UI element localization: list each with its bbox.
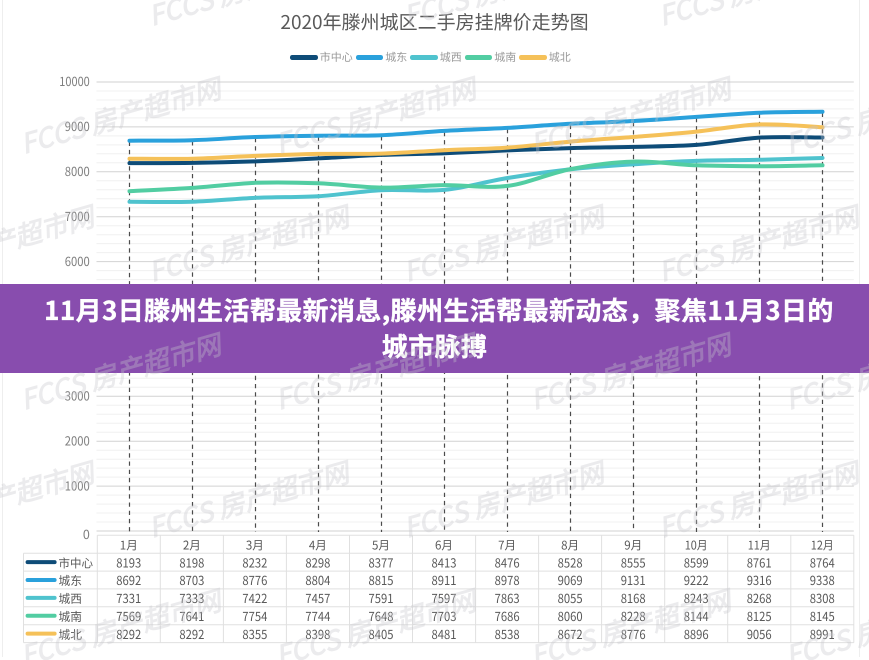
svg-text:7641: 7641 bbox=[179, 606, 204, 625]
svg-text:8232: 8232 bbox=[242, 552, 267, 571]
svg-text:12月: 12月 bbox=[811, 536, 834, 553]
svg-text:8月: 8月 bbox=[561, 536, 579, 553]
svg-text:1月: 1月 bbox=[120, 536, 138, 553]
svg-text:8481: 8481 bbox=[432, 624, 457, 643]
svg-text:3000: 3000 bbox=[65, 386, 90, 405]
svg-text:8776: 8776 bbox=[242, 570, 267, 589]
svg-text:8292: 8292 bbox=[179, 624, 204, 643]
svg-text:8978: 8978 bbox=[495, 570, 520, 589]
svg-text:2000: 2000 bbox=[65, 430, 90, 449]
svg-text:8292: 8292 bbox=[116, 624, 141, 643]
svg-text:6月: 6月 bbox=[435, 536, 453, 553]
svg-text:7703: 7703 bbox=[432, 606, 457, 625]
svg-text:8528: 8528 bbox=[558, 552, 583, 571]
svg-text:9222: 9222 bbox=[684, 570, 709, 589]
svg-text:10000: 10000 bbox=[59, 71, 90, 90]
svg-text:城北: 城北 bbox=[59, 626, 83, 643]
svg-text:7648: 7648 bbox=[369, 606, 394, 625]
svg-text:11月: 11月 bbox=[748, 536, 771, 553]
svg-text:8815: 8815 bbox=[369, 570, 394, 589]
svg-text:8991: 8991 bbox=[810, 624, 835, 643]
svg-text:8243: 8243 bbox=[684, 588, 709, 607]
svg-text:2月: 2月 bbox=[183, 536, 201, 553]
svg-text:9338: 9338 bbox=[810, 570, 835, 589]
svg-text:8764: 8764 bbox=[810, 552, 835, 571]
svg-text:8896: 8896 bbox=[684, 624, 709, 643]
svg-text:4月: 4月 bbox=[309, 536, 327, 553]
svg-text:8692: 8692 bbox=[116, 570, 141, 589]
svg-text:0: 0 bbox=[83, 524, 90, 543]
svg-text:5月: 5月 bbox=[372, 536, 390, 553]
svg-text:7569: 7569 bbox=[116, 606, 141, 625]
svg-text:9069: 9069 bbox=[558, 570, 583, 589]
svg-text:8198: 8198 bbox=[179, 552, 204, 571]
svg-text:3月: 3月 bbox=[246, 536, 264, 553]
svg-text:7754: 7754 bbox=[242, 606, 267, 625]
svg-text:8776: 8776 bbox=[621, 624, 646, 643]
svg-text:9000: 9000 bbox=[65, 116, 90, 135]
svg-text:7月: 7月 bbox=[498, 536, 516, 553]
svg-text:7333: 7333 bbox=[179, 588, 204, 607]
svg-text:8125: 8125 bbox=[747, 606, 772, 625]
svg-text:8377: 8377 bbox=[369, 552, 394, 571]
svg-text:城东: 城东 bbox=[59, 572, 83, 589]
svg-text:8405: 8405 bbox=[369, 624, 394, 643]
svg-text:8538: 8538 bbox=[495, 624, 520, 643]
svg-text:7457: 7457 bbox=[305, 588, 330, 607]
svg-text:8555: 8555 bbox=[621, 552, 646, 571]
svg-text:7863: 7863 bbox=[495, 588, 520, 607]
svg-text:8398: 8398 bbox=[305, 624, 330, 643]
svg-text:10月: 10月 bbox=[685, 536, 708, 553]
svg-text:6000: 6000 bbox=[65, 251, 90, 270]
svg-text:8599: 8599 bbox=[684, 552, 709, 571]
svg-text:8804: 8804 bbox=[305, 570, 330, 589]
svg-text:7591: 7591 bbox=[369, 588, 394, 607]
svg-text:8476: 8476 bbox=[495, 552, 520, 571]
svg-text:7686: 7686 bbox=[495, 606, 520, 625]
svg-text:8060: 8060 bbox=[558, 606, 583, 625]
svg-text:9131: 9131 bbox=[621, 570, 646, 589]
svg-text:7000: 7000 bbox=[65, 206, 90, 225]
svg-text:8193: 8193 bbox=[116, 552, 141, 571]
svg-text:8168: 8168 bbox=[621, 588, 646, 607]
svg-text:7422: 7422 bbox=[242, 588, 267, 607]
svg-text:8672: 8672 bbox=[558, 624, 583, 643]
svg-text:9月: 9月 bbox=[624, 536, 642, 553]
svg-text:8298: 8298 bbox=[305, 552, 330, 571]
svg-text:8144: 8144 bbox=[684, 606, 709, 625]
svg-text:7744: 7744 bbox=[305, 606, 330, 625]
svg-text:市中心: 市中心 bbox=[59, 554, 94, 571]
svg-text:1000: 1000 bbox=[65, 475, 90, 494]
svg-text:8228: 8228 bbox=[621, 606, 646, 625]
svg-text:7331: 7331 bbox=[116, 588, 141, 607]
svg-text:8055: 8055 bbox=[558, 588, 583, 607]
svg-text:8911: 8911 bbox=[432, 570, 457, 589]
svg-text:8000: 8000 bbox=[65, 161, 90, 180]
svg-text:8308: 8308 bbox=[810, 588, 835, 607]
svg-text:9316: 9316 bbox=[747, 570, 772, 589]
svg-text:8355: 8355 bbox=[242, 624, 267, 643]
svg-text:8145: 8145 bbox=[810, 606, 835, 625]
svg-text:8268: 8268 bbox=[747, 588, 772, 607]
svg-text:城西: 城西 bbox=[59, 590, 83, 607]
svg-text:8703: 8703 bbox=[179, 570, 204, 589]
svg-text:8761: 8761 bbox=[747, 552, 772, 571]
svg-text:城南: 城南 bbox=[59, 608, 83, 625]
svg-text:9056: 9056 bbox=[747, 624, 772, 643]
svg-text:7597: 7597 bbox=[432, 588, 457, 607]
svg-text:8413: 8413 bbox=[432, 552, 457, 571]
